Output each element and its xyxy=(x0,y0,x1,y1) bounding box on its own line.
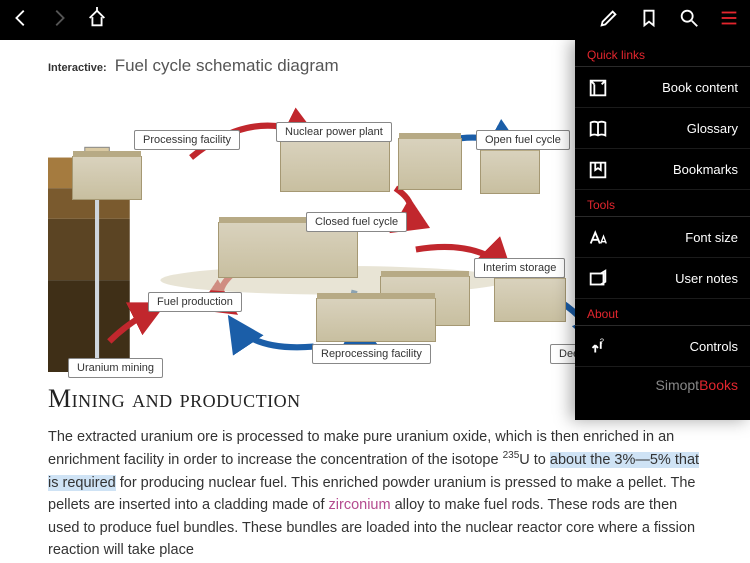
search-icon[interactable] xyxy=(678,7,700,34)
menu-item-label: Glossary xyxy=(619,121,738,136)
top-toolbar xyxy=(0,0,750,40)
home-icon[interactable] xyxy=(86,7,108,34)
forward-icon xyxy=(48,7,70,34)
menu-item-controls[interactable]: ? Controls xyxy=(575,326,750,367)
diagram-node-closed-cycle: Closed fuel cycle xyxy=(306,212,407,232)
menu-section-header: Tools xyxy=(575,190,750,217)
back-icon[interactable] xyxy=(10,7,32,34)
menu-item-font-size[interactable]: Font size xyxy=(575,217,750,258)
bookmark-icon[interactable] xyxy=(638,7,660,34)
menu-section-header: Quick links xyxy=(575,40,750,67)
brand-label: SimoptBooks xyxy=(575,367,750,403)
menu-item-label: Bookmarks xyxy=(619,162,738,177)
diagram-building xyxy=(494,278,566,322)
menu-item-bookmarks[interactable]: Bookmarks xyxy=(575,149,750,190)
edit-icon[interactable] xyxy=(598,7,620,34)
glossary-icon xyxy=(587,118,609,138)
controls-icon: ? xyxy=(587,336,609,356)
book-content-icon xyxy=(587,77,609,97)
zirconium-link[interactable]: zirconium xyxy=(329,497,391,513)
diagram-building xyxy=(280,140,390,192)
menu-item-label: Book content xyxy=(619,80,738,95)
bookmarks-icon xyxy=(587,159,609,179)
menu-icon[interactable] xyxy=(718,7,740,34)
user-notes-icon xyxy=(587,268,609,288)
font-size-icon xyxy=(587,227,609,247)
brand-part-2: Books xyxy=(699,377,738,393)
interactive-title: Fuel cycle schematic diagram xyxy=(115,56,339,75)
diagram-building xyxy=(72,156,142,200)
diagram-building xyxy=(316,298,436,342)
menu-item-glossary[interactable]: Glossary xyxy=(575,108,750,149)
side-menu: Quick links Book content Glossary Bookmarks… xyxy=(575,40,750,420)
menu-item-label: Font size xyxy=(619,230,738,245)
menu-section-header: About xyxy=(575,299,750,326)
diagram-node-fuel-prod: Fuel production xyxy=(148,292,242,312)
diagram-building xyxy=(398,138,462,190)
menu-item-user-notes[interactable]: User notes xyxy=(575,258,750,299)
interactive-label: Interactive: xyxy=(48,62,107,74)
brand-part-1: Simopt xyxy=(656,377,700,393)
isotope-sup: 235 xyxy=(503,450,520,461)
menu-item-label: User notes xyxy=(619,271,738,286)
menu-item-label: Controls xyxy=(619,339,738,354)
diagram-node-reprocessing: Reprocessing facility xyxy=(312,344,431,364)
menu-item-book-content[interactable]: Book content xyxy=(575,67,750,108)
diagram-node-uranium-mining: Uranium mining xyxy=(68,358,163,378)
body-paragraph: The extracted uranium ore is processed t… xyxy=(48,426,702,562)
svg-text:?: ? xyxy=(600,336,604,345)
para-text-2: U to xyxy=(519,452,550,468)
diagram-node-interim: Interim storage xyxy=(474,258,565,278)
diagram-node-power-plant: Nuclear power plant xyxy=(276,122,392,142)
diagram-node-open-cycle: Open fuel cycle xyxy=(476,130,570,150)
diagram-node-processing: Processing facility xyxy=(134,130,240,150)
diagram-building xyxy=(480,150,540,194)
